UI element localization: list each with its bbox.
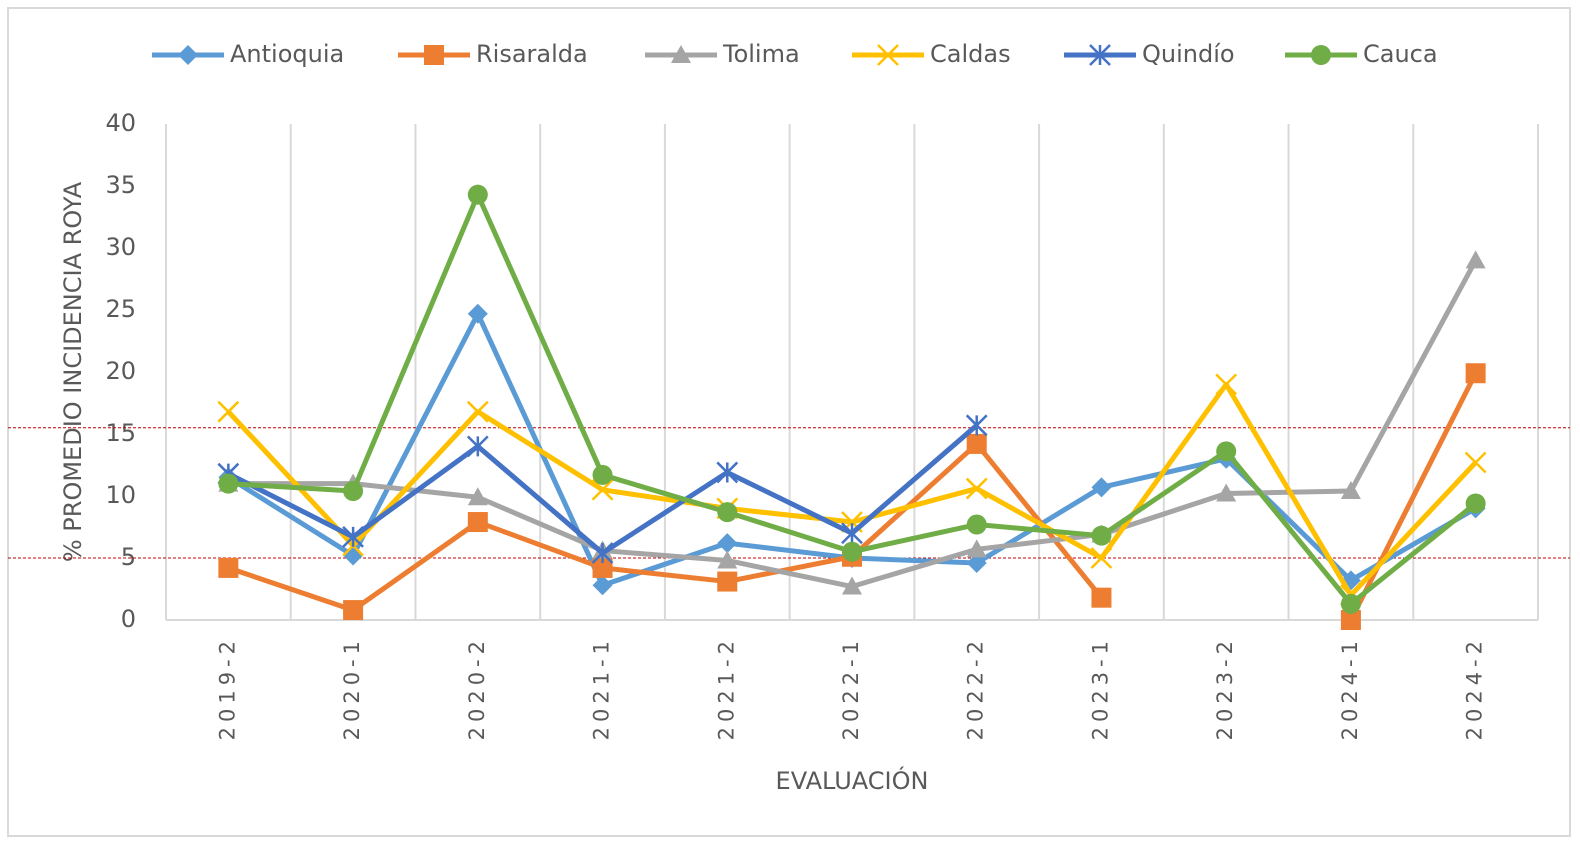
x-tick-label: 2023-1 [1088,636,1112,740]
marker [217,400,240,423]
marker [218,557,239,578]
marker [1216,483,1237,502]
marker [966,552,987,573]
y-tick-label: 40 [105,109,136,137]
marker [1089,44,1111,66]
marker [467,512,488,533]
marker [841,522,863,545]
x-tick-label: 2023-2 [1213,636,1237,740]
x-tick-label: 2021-1 [590,636,614,740]
marker [1465,493,1486,514]
marker [467,487,488,506]
marker [966,539,987,558]
marker [1091,477,1112,498]
series-line [227,372,1478,622]
marker [592,557,613,578]
marker [466,435,489,458]
marker [842,576,862,595]
marker [342,526,364,548]
marker [591,542,614,564]
y-tick-label: 30 [105,233,136,261]
x-tick-label: 2022-1 [839,636,863,740]
legend-label: Risaralda [476,40,588,68]
y-tick-label: 0 [121,605,136,633]
legend-label: Cauca [1363,40,1438,68]
marker [1215,373,1238,396]
x-tick-label: 2019-2 [215,636,239,740]
marker [178,45,198,65]
marker [1091,525,1112,546]
x-axis-title: EVALUACIÓN [776,765,929,795]
marker [1340,593,1361,614]
marker [966,514,987,535]
marker [592,575,613,596]
y-tick-label: 15 [105,419,136,447]
marker [717,533,738,554]
x-tick-label: 2024-2 [1463,636,1487,740]
legend-label: Tolima [722,40,800,68]
y-tick-label: 35 [105,171,136,199]
marker [1464,451,1487,474]
marker [965,477,988,500]
x-tick-label: 2024-1 [1338,636,1362,740]
marker [218,473,239,494]
y-tick-label: 10 [105,481,136,509]
y-tick-label: 25 [105,295,136,323]
marker [1090,547,1113,569]
x-tick-label: 2020-2 [465,636,489,740]
legend-label: Antioquia [230,40,344,68]
marker [1216,441,1237,462]
marker [966,433,987,454]
marker [424,45,444,65]
marker [1465,363,1486,384]
marker [717,571,738,592]
legend-label: Quindío [1142,40,1235,68]
marker [1091,587,1112,608]
marker [1311,45,1331,65]
marker [965,414,988,437]
legend-label: Caldas [930,40,1011,68]
y-axis-title: % PROMEDIO INCIDENCIA ROYA [59,181,87,562]
marker [591,478,614,501]
marker [842,541,862,562]
marker [671,45,691,63]
y-tick-label: 20 [105,357,136,385]
x-tick-label: 2020-1 [340,636,364,740]
x-tick-label: 2022-2 [964,636,988,740]
marker [877,44,899,66]
marker [716,461,739,484]
marker [717,502,738,523]
marker [1340,610,1361,630]
x-tick-label: 2021-2 [714,636,738,740]
marker [1465,250,1486,269]
marker [592,464,613,485]
marker [467,303,488,324]
marker [343,600,364,621]
marker [717,550,738,569]
marker [1340,481,1361,500]
y-tick-label: 5 [121,543,136,571]
marker [466,400,489,423]
marker [343,481,364,502]
marker [467,184,488,205]
